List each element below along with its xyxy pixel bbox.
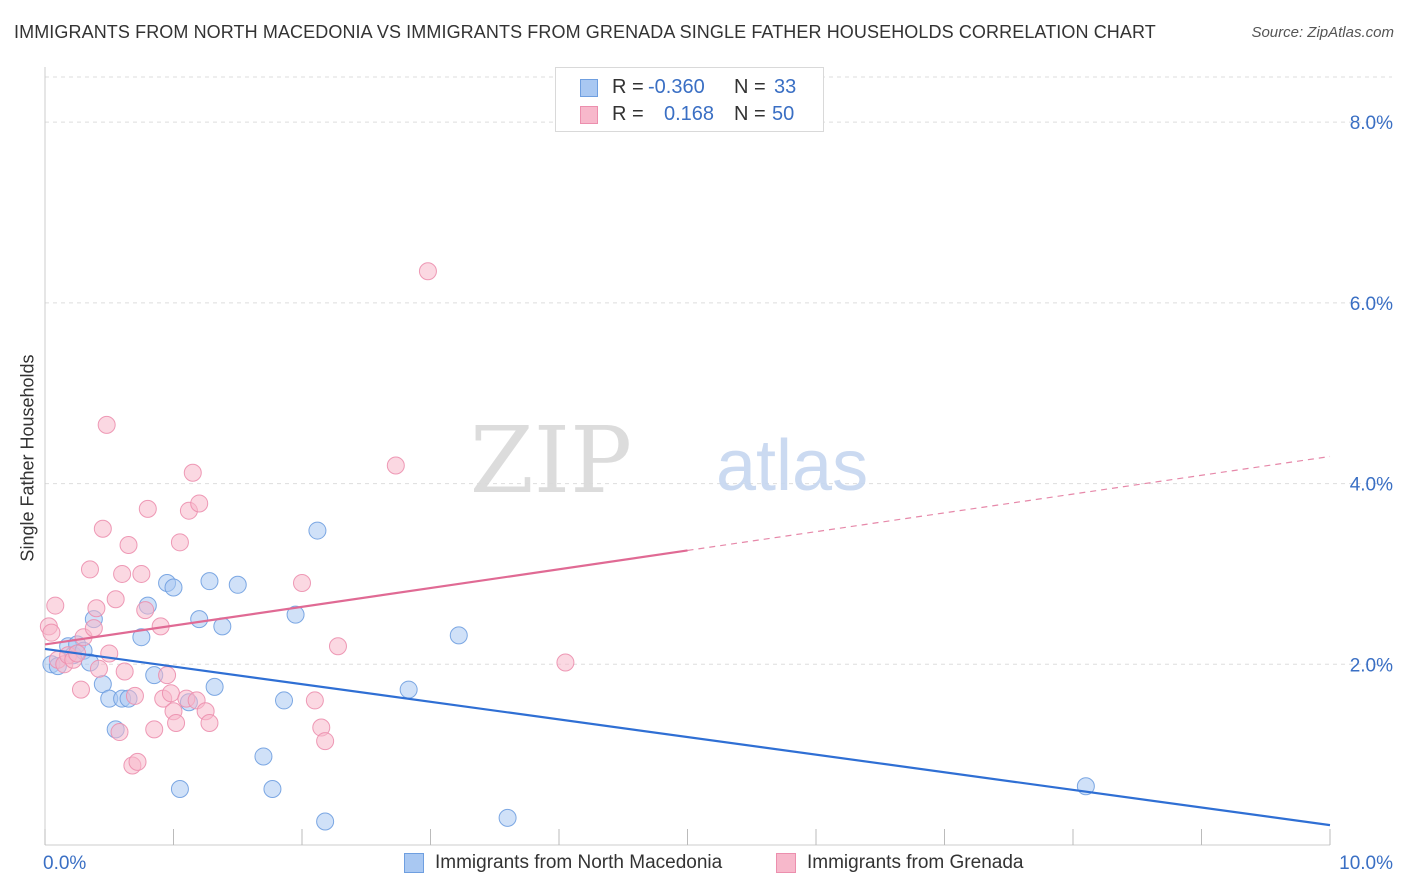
r-value: -0.360	[648, 76, 705, 98]
data-point-grenada	[556, 653, 575, 672]
watermark-atlas: atlas	[716, 426, 868, 506]
grid-layer	[45, 76, 1392, 665]
chart-title: IMMIGRANTS FROM NORTH MACEDONIA VS IMMIG…	[14, 22, 1156, 42]
data-point-north-macedonia	[399, 680, 418, 699]
watermark: ZIP atlas	[470, 407, 868, 514]
data-point-north-macedonia	[228, 575, 247, 594]
data-point-grenada	[46, 596, 65, 615]
data-point-grenada	[42, 623, 61, 642]
y-tick-label: 6.0%	[1350, 294, 1393, 315]
data-point-grenada	[136, 601, 155, 620]
data-point-grenada	[110, 723, 129, 742]
y-tick-label: 2.0%	[1350, 655, 1393, 676]
n-value: 33	[774, 76, 797, 98]
data-point-grenada	[386, 456, 405, 475]
data-point-grenada	[125, 686, 144, 705]
r-value: 0.168	[664, 103, 715, 125]
data-point-north-macedonia	[316, 812, 335, 831]
stats-legend: R = -0.360 N = 33 R = 0.168 N = 50	[555, 67, 824, 132]
y-tick-label: 8.0%	[1350, 113, 1393, 134]
data-point-grenada	[71, 680, 90, 699]
trend-layer	[44, 455, 1331, 827]
data-point-grenada	[328, 637, 347, 656]
data-point-north-macedonia	[498, 808, 517, 827]
data-point-grenada	[293, 573, 311, 592]
source-credit: Source: ZipAtlas.com	[1251, 24, 1394, 41]
tick-labels: 2.0% 4.0% 6.0% 8.0% 0.0% 10.0%	[43, 113, 1393, 874]
data-point-north-macedonia	[164, 578, 183, 597]
data-point-north-macedonia	[449, 626, 468, 645]
data-point-north-macedonia	[275, 691, 294, 710]
data-point-north-macedonia	[132, 628, 151, 647]
data-point-grenada	[190, 494, 209, 513]
swatch-grenada	[776, 853, 796, 873]
data-point-grenada	[170, 533, 189, 552]
data-point-grenada	[93, 519, 112, 538]
data-point-grenada	[89, 659, 108, 678]
data-point-grenada	[138, 499, 157, 518]
x-tick-label: 10.0%	[1339, 853, 1393, 874]
data-point-grenada	[316, 732, 335, 751]
data-point-north-macedonia	[200, 572, 219, 591]
data-point-north-macedonia	[286, 605, 305, 624]
r-label: R =	[612, 76, 644, 98]
data-point-grenada	[132, 564, 151, 583]
swatch-grenada	[580, 106, 598, 124]
trendline-grenada	[44, 549, 688, 646]
n-label: N =	[734, 103, 766, 125]
data-point-grenada	[145, 720, 164, 739]
data-point-grenada	[161, 684, 180, 703]
data-point-grenada	[80, 560, 99, 579]
data-point-grenada	[87, 599, 106, 618]
x-tick-label: 0.0%	[43, 853, 86, 874]
data-point-north-macedonia	[263, 779, 282, 798]
watermark-zip: ZIP	[470, 407, 632, 514]
data-point-grenada	[84, 619, 103, 638]
legend-label: Immigrants from North Macedonia	[435, 852, 723, 873]
data-point-north-macedonia	[190, 610, 209, 629]
y-tick-label: 4.0%	[1350, 475, 1393, 496]
data-point-grenada	[183, 463, 202, 482]
n-value: 50	[772, 103, 795, 125]
data-point-north-macedonia	[308, 521, 327, 540]
axis-layer	[44, 67, 1331, 846]
data-point-north-macedonia	[254, 747, 273, 766]
data-point-grenada	[305, 691, 324, 710]
swatch-north-macedonia	[580, 79, 598, 97]
data-point-north-macedonia	[205, 677, 224, 696]
data-point-grenada	[113, 564, 132, 583]
data-point-grenada	[200, 714, 219, 733]
n-label: N =	[734, 76, 766, 98]
trendline-extension-grenada	[687, 455, 1331, 552]
trendline-north-macedonia	[44, 647, 1331, 827]
data-point-grenada	[119, 536, 138, 555]
data-point-grenada	[418, 262, 437, 281]
swatch-north-macedonia	[404, 853, 424, 873]
data-point-grenada	[128, 752, 147, 771]
points-layer	[39, 262, 1095, 831]
y-axis-label: Single Father Households	[17, 354, 38, 562]
data-point-grenada	[106, 590, 125, 609]
data-point-north-macedonia	[170, 779, 189, 798]
data-point-grenada	[97, 415, 116, 434]
data-point-grenada	[115, 662, 134, 681]
data-point-grenada	[158, 666, 177, 685]
data-point-grenada	[167, 714, 186, 733]
legend-label: Immigrants from Grenada	[807, 852, 1024, 873]
r-label: R =	[612, 103, 644, 125]
